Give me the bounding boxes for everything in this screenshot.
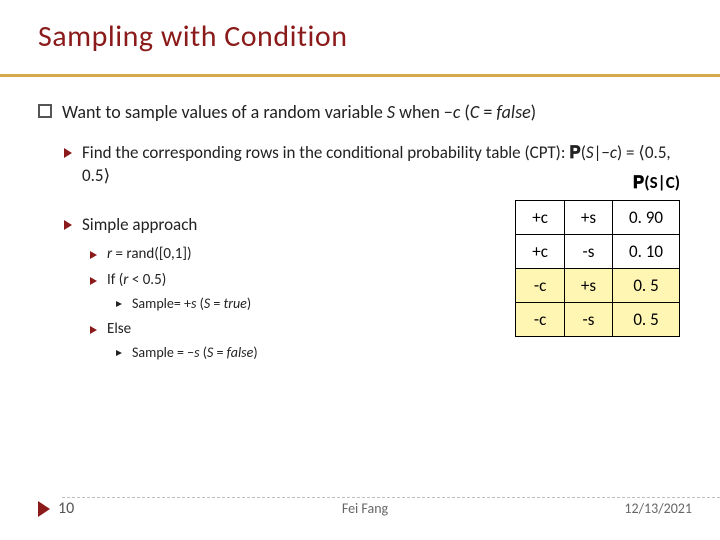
bullet-cpt: Find the corresponding rows in the condi… xyxy=(64,142,680,188)
cpt-cell: -c xyxy=(516,269,565,303)
square-bullet-icon xyxy=(38,104,52,118)
table-row-highlight: -c -s 0. 5 xyxy=(516,303,680,337)
cpt-cell: 0. 5 xyxy=(613,303,680,337)
footer-author: Fei Fang xyxy=(342,500,388,517)
table-row: +c -s 0. 10 xyxy=(516,235,680,269)
cpt-header: 𝐏(S|C) xyxy=(633,172,680,193)
triangle-bullet-icon xyxy=(64,148,72,158)
cpt-cell: 0. 10 xyxy=(613,235,680,269)
table-row: +c +s 0. 90 xyxy=(516,201,680,235)
cpt-cell: 0. 5 xyxy=(613,269,680,303)
bullet-else-text: Else xyxy=(107,320,131,338)
cpt-cell: 0. 90 xyxy=(613,201,680,235)
title-area: Sampling with Condition xyxy=(38,18,700,55)
footer-date: 12/13/2021 xyxy=(624,500,692,517)
triangle-bullet-icon xyxy=(90,251,97,259)
body: Want to sample values of a random variab… xyxy=(38,100,680,460)
bullet-main: Want to sample values of a random variab… xyxy=(38,100,680,124)
cpt-cell: +s xyxy=(564,201,612,235)
cpt-cell: +s xyxy=(564,269,612,303)
title-underline xyxy=(0,74,720,77)
cpt-cell: -s xyxy=(564,303,612,337)
cpt-cell: -s xyxy=(564,235,612,269)
cpt-table: +c +s 0. 90 +c -s 0. 10 -c +s 0. 5 -c -s… xyxy=(515,200,680,337)
bullet-if-text: If (r < 0.5) xyxy=(107,271,166,289)
cpt-cell: -c xyxy=(516,303,565,337)
bullet-simple-text: Simple approach xyxy=(82,214,197,237)
bullet-cpt-text: Find the corresponding rows in the condi… xyxy=(82,142,680,188)
triangle-bullet-icon xyxy=(90,326,97,334)
cpt-cell: +c xyxy=(516,201,565,235)
bullet-sample-true-text: Sample= +s (S = true) xyxy=(132,295,251,312)
footer-divider xyxy=(62,497,720,498)
slide: Sampling with Condition Want to sample v… xyxy=(0,0,720,540)
table-row-highlight: -c +s 0. 5 xyxy=(516,269,680,303)
triangle-bullet-icon xyxy=(90,277,97,285)
triangle-bullet-icon xyxy=(116,350,122,356)
page-marker-icon xyxy=(38,501,50,517)
bullet-rand-text: r = rand([0,1]) xyxy=(107,245,192,263)
page-number: 10 xyxy=(58,499,74,518)
triangle-bullet-icon xyxy=(64,220,72,230)
slide-title: Sampling with Condition xyxy=(38,18,700,55)
triangle-bullet-icon xyxy=(116,301,122,307)
footer: 10 Fei Fang 12/13/2021 xyxy=(38,499,692,518)
bullet-main-text: Want to sample values of a random variab… xyxy=(62,100,536,124)
cpt-cell: +c xyxy=(516,235,565,269)
bullet-sample-false: Sample = −s (S = false) xyxy=(116,344,680,361)
bullet-sample-false-text: Sample = −s (S = false) xyxy=(132,344,258,361)
